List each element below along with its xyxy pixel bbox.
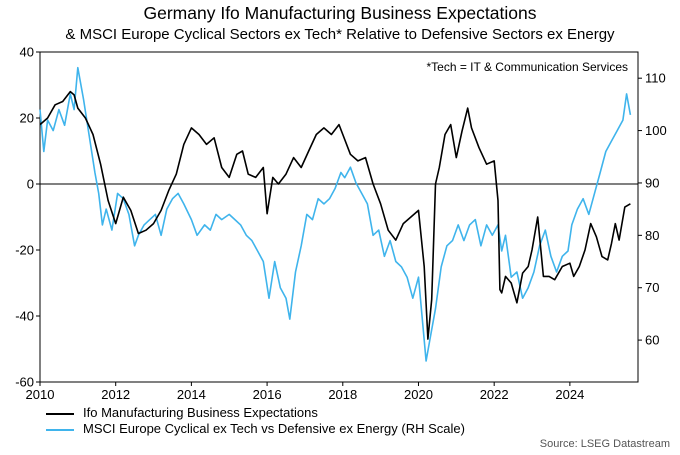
y-right-tick-label: 70 <box>645 280 659 295</box>
legend-swatch-ifo <box>46 412 74 415</box>
y-right-tick-label: 80 <box>645 228 659 243</box>
legend-item-ifo: Ifo Manufacturing Business Expectations <box>46 405 318 420</box>
chart-title: Germany Ifo Manufacturing Business Expec… <box>143 3 537 23</box>
y-left-axis: 40 20 0 -20 -40 -60 <box>15 45 40 390</box>
y-left-tick-label: 0 <box>27 177 34 192</box>
x-tick-label: 2014 <box>177 387 206 402</box>
legend-item-msci: MSCI Europe Cyclical ex Tech vs Defensiv… <box>46 421 465 436</box>
y-right-tick-label: 90 <box>645 175 659 190</box>
y-left-tick-label: -20 <box>15 243 34 258</box>
y-right-tick-label: 100 <box>645 123 667 138</box>
y-left-tick-label: -60 <box>15 375 34 390</box>
y-right-axis: 110 100 90 80 70 60 <box>638 71 667 348</box>
y-left-tick-label: 40 <box>20 45 34 60</box>
y-left-tick-label: -40 <box>15 309 34 324</box>
y-right-tick-label: 60 <box>645 333 659 348</box>
source-note: Source: LSEG Datastream <box>539 438 670 450</box>
x-tick-label: 2012 <box>101 387 130 402</box>
x-tick-label: 2010 <box>26 387 55 402</box>
y-left-tick-label: 20 <box>20 111 34 126</box>
series-line-ifo <box>39 90 631 340</box>
x-tick-label: 2016 <box>253 387 282 402</box>
x-tick-label: 2020 <box>404 387 433 402</box>
x-tick-label: 2024 <box>555 387 584 402</box>
x-axis: 2010 2012 2014 2016 2018 2020 2022 2024 <box>26 382 584 402</box>
plot-frame <box>39 51 639 383</box>
y-right-tick-label: 110 <box>645 71 666 86</box>
legend-label-ifo: Ifo Manufacturing Business Expectations <box>83 405 318 420</box>
legend-label-msci: MSCI Europe Cyclical ex Tech vs Defensiv… <box>83 421 465 436</box>
x-tick-label: 2018 <box>328 387 357 402</box>
chart-subtitle: & MSCI Europe Cyclical Sectors ex Tech* … <box>65 26 615 43</box>
series-layer <box>39 66 632 362</box>
series-line-msci <box>39 66 632 362</box>
tech-footnote: *Tech = IT & Communication Services <box>426 60 628 74</box>
legend-swatch-msci <box>46 428 74 431</box>
x-tick-label: 2022 <box>480 387 509 402</box>
